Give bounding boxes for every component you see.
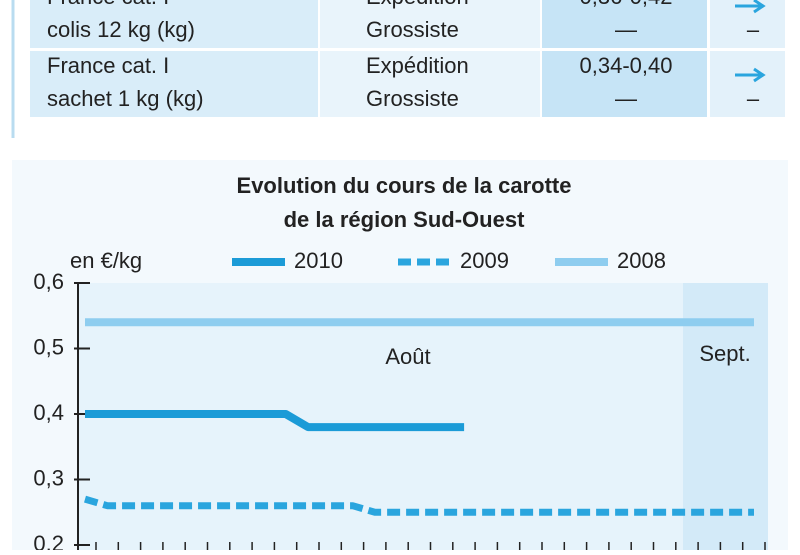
cell [30,0,318,48]
cell [710,51,785,117]
stage-text: Expédition [366,53,469,78]
stage-text: Grossiste [366,17,459,42]
sept-region [683,283,768,550]
product-text: France cat. I [47,53,169,78]
series-line [84,495,754,516]
y-tick-label: 0,4 [33,400,64,425]
y-axis-label: en €/kg [70,248,142,273]
product-text: sachet 1 kg (kg) [47,86,204,111]
product-text: France cat. I [47,0,169,9]
trend-arrow [735,0,766,14]
trend-arrow [735,67,766,83]
series-line [85,410,465,432]
legend-label: 2010 [294,248,343,273]
price-text: 0,36-0,42 [580,0,673,9]
product-text: colis 12 kg (kg) [47,17,195,42]
trend-text: – [747,86,760,111]
cell [320,0,540,48]
month-label: Sept. [699,341,750,366]
cell [542,0,707,48]
y-tick-label: 0,3 [33,465,64,490]
price-text: — [615,86,637,111]
legend-label: 2008 [617,248,666,273]
y-tick-label: 0,6 [33,269,64,294]
stage-text: Grossiste [366,86,459,111]
cell [710,0,785,48]
cell [320,51,540,117]
cell [542,51,707,117]
legend-label: 2009 [460,248,509,273]
chart-title: de la région Sud-Ouest [284,207,525,232]
chart-title: Evolution du cours de la carotte [237,173,572,198]
month-label: Août [385,344,430,369]
price-text: 0,34-0,40 [580,53,673,78]
price-text: — [615,17,637,42]
trend-text: – [747,17,760,42]
cell [30,51,318,117]
y-tick-label: 0,5 [33,334,64,359]
stage-text: Expédition [366,0,469,9]
y-tick-label: 0,2 [33,531,64,550]
